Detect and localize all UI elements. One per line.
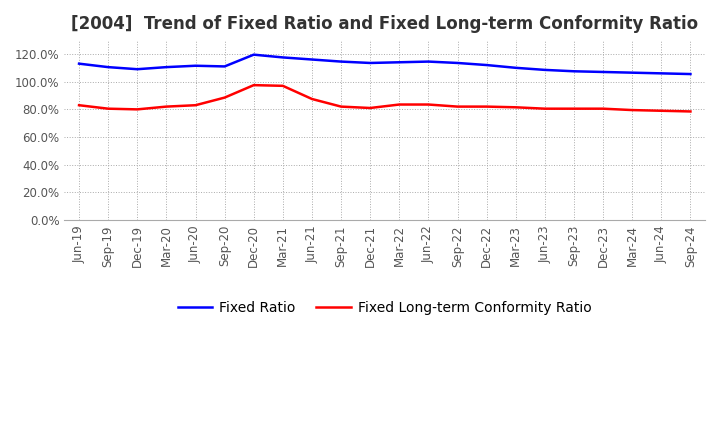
Line: Fixed Long-term Conformity Ratio: Fixed Long-term Conformity Ratio: [79, 85, 690, 111]
Fixed Ratio: [307, 57, 316, 62]
Fixed Long-term Conformity Ratio: [366, 105, 374, 110]
Fixed Ratio: [75, 61, 84, 66]
Fixed Ratio: [686, 71, 695, 77]
Fixed Ratio: [337, 59, 346, 64]
Fixed Long-term Conformity Ratio: [657, 108, 666, 114]
Fixed Long-term Conformity Ratio: [511, 105, 520, 110]
Fixed Long-term Conformity Ratio: [424, 102, 433, 107]
Fixed Long-term Conformity Ratio: [279, 83, 287, 88]
Line: Fixed Ratio: Fixed Ratio: [79, 55, 690, 74]
Title: [2004]  Trend of Fixed Ratio and Fixed Long-term Conformity Ratio: [2004] Trend of Fixed Ratio and Fixed Lo…: [71, 15, 698, 33]
Fixed Ratio: [249, 52, 258, 57]
Fixed Long-term Conformity Ratio: [686, 109, 695, 114]
Fixed Ratio: [453, 60, 462, 66]
Fixed Long-term Conformity Ratio: [628, 107, 636, 113]
Fixed Ratio: [541, 67, 549, 73]
Fixed Ratio: [628, 70, 636, 75]
Fixed Ratio: [395, 60, 404, 65]
Fixed Long-term Conformity Ratio: [192, 103, 200, 108]
Fixed Ratio: [599, 70, 608, 75]
Fixed Long-term Conformity Ratio: [482, 104, 491, 109]
Fixed Ratio: [366, 60, 374, 66]
Fixed Ratio: [424, 59, 433, 64]
Fixed Long-term Conformity Ratio: [133, 107, 142, 112]
Fixed Long-term Conformity Ratio: [541, 106, 549, 111]
Fixed Ratio: [657, 71, 666, 76]
Fixed Long-term Conformity Ratio: [249, 82, 258, 88]
Fixed Ratio: [192, 63, 200, 68]
Fixed Long-term Conformity Ratio: [307, 96, 316, 102]
Fixed Ratio: [133, 66, 142, 72]
Fixed Ratio: [220, 64, 229, 69]
Fixed Long-term Conformity Ratio: [337, 104, 346, 109]
Fixed Long-term Conformity Ratio: [570, 106, 578, 111]
Fixed Ratio: [511, 65, 520, 70]
Fixed Ratio: [279, 55, 287, 60]
Fixed Long-term Conformity Ratio: [453, 104, 462, 109]
Fixed Long-term Conformity Ratio: [75, 103, 84, 108]
Fixed Ratio: [482, 62, 491, 68]
Fixed Long-term Conformity Ratio: [104, 106, 112, 111]
Fixed Long-term Conformity Ratio: [220, 95, 229, 100]
Fixed Ratio: [570, 69, 578, 74]
Legend: Fixed Ratio, Fixed Long-term Conformity Ratio: Fixed Ratio, Fixed Long-term Conformity …: [172, 296, 598, 321]
Fixed Long-term Conformity Ratio: [162, 104, 171, 109]
Fixed Ratio: [104, 65, 112, 70]
Fixed Ratio: [162, 65, 171, 70]
Fixed Long-term Conformity Ratio: [599, 106, 608, 111]
Fixed Long-term Conformity Ratio: [395, 102, 404, 107]
